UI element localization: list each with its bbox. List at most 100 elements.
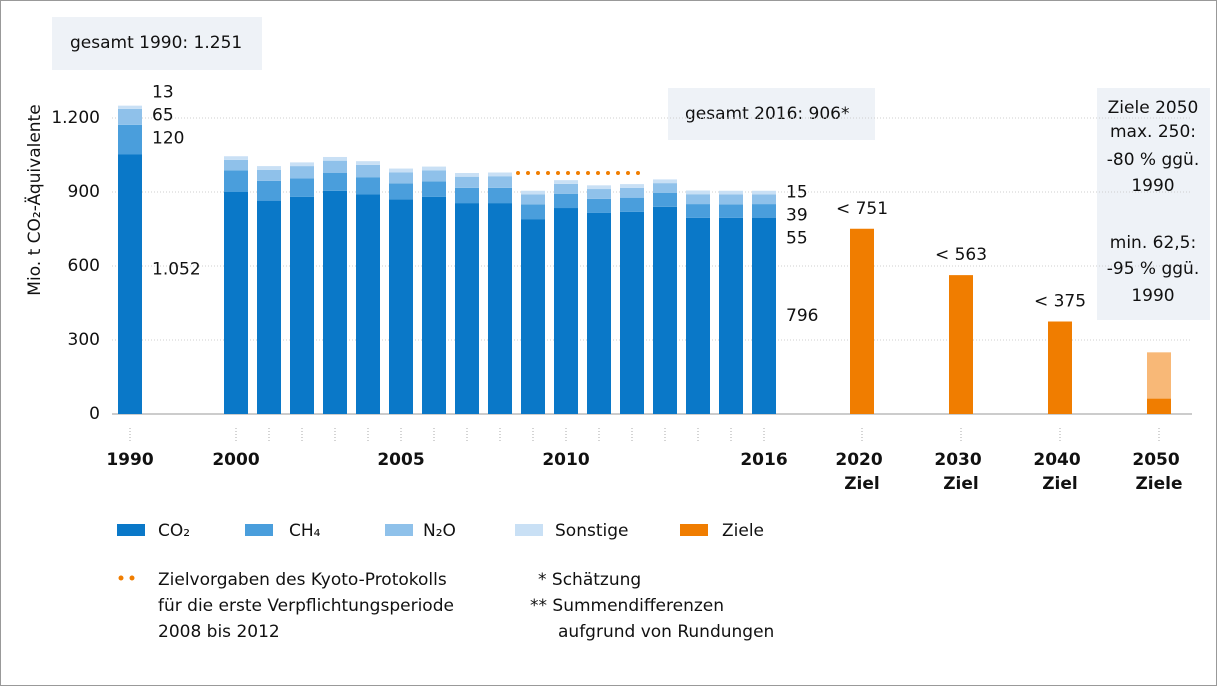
bar-segment [323,156,347,161]
bar-segment [554,180,578,184]
x-tick-label: 2020 Ziel [835,450,888,494]
bar-segment [620,187,644,198]
annotation-box [1097,88,1210,320]
legend-swatch [117,524,145,536]
bar-segment [850,228,874,414]
bar-segment [587,185,611,190]
legend-label: CH₄ [289,521,321,541]
x-tick-label: 2000 [212,450,259,470]
bar-segment [455,203,479,414]
bar-segment [356,177,380,195]
bar-segment [521,204,545,220]
x-tick-label: 1990 [106,450,153,470]
footnote: aufgrund von Rundungen [558,622,774,642]
legend-swatch [385,524,413,536]
x-tick-label: 2016 [740,450,787,470]
footnote: ** Summendifferenzen [530,596,724,616]
bar-segment [719,190,743,195]
bar-segment [521,190,545,195]
bar-segment [949,275,973,414]
bar-segment [653,179,677,184]
bar-segment [488,176,512,188]
annotation-box [52,17,262,70]
bar-segment [488,172,512,177]
bar-segment [323,190,347,414]
bar-segment [620,197,644,212]
y-axis-label: Mio. t CO₂-Äquivalente [24,104,45,295]
value-label: < 751 [836,199,888,219]
bar-segment [356,161,380,165]
bar-segment [653,192,677,207]
legend-label: Ziele [722,521,764,541]
bar-segment [224,159,248,171]
bar-segment [620,184,644,188]
legend-dot [129,575,135,581]
bar-segment [686,217,710,414]
bar-segment [686,190,710,195]
value-label: 65 [152,105,174,125]
value-label: 39 [786,206,808,226]
bar-segment [719,194,743,205]
bar-segment [488,203,512,414]
footnote: * Schätzung [538,570,641,590]
bar-segment [752,194,776,205]
value-label: 796 [786,306,818,326]
bar-segment [118,108,142,125]
annotation: -95 % ggü. [1107,259,1200,279]
bar-segment [257,169,281,181]
annotation: min. 62,5: [1110,233,1196,253]
bar-segment [752,217,776,414]
bar-segment [224,191,248,414]
bar-segment [752,190,776,195]
bar-segment [587,189,611,199]
bar-segment [719,217,743,414]
bar-segment [1147,398,1171,414]
bar-segment [554,193,578,209]
bar-segment [290,166,314,179]
annotation: gesamt 2016: 906* [685,104,850,124]
bar-segment [224,156,248,160]
value-label: 55 [786,229,808,249]
bar-segment [356,164,380,178]
bar-segment [118,105,142,109]
bar-segment [455,173,479,177]
bar-segment [290,196,314,414]
bar-segment [686,194,710,205]
bar-segment [118,124,142,155]
value-label: 13 [152,82,174,102]
value-label: < 563 [935,245,987,265]
bar-segment [554,183,578,194]
bar-segment [422,181,446,197]
bar-segment [587,212,611,414]
bar-segment [1048,321,1072,414]
legend-dot [118,575,124,581]
annotation: 1990 [1131,176,1174,196]
annotation: -80 % ggü. [1107,150,1200,170]
value-label: < 375 [1034,291,1086,311]
bar-segment [455,187,479,204]
annotation: max. 250: [1110,122,1196,142]
bar-segment [653,183,677,193]
legend-swatch [515,524,543,536]
annotation: Ziele 2050 [1108,98,1199,118]
y-tick-label: 1.200 [51,108,100,128]
bar-segment [422,196,446,414]
bar-segment [323,173,347,191]
bar-segment [1147,352,1171,399]
bar-segment [455,176,479,188]
bar-segment [389,172,413,184]
bar-segment [257,166,281,170]
bar-segment [118,154,142,414]
bar-segment [389,199,413,414]
x-tick-label: 2010 [542,450,589,470]
legend-label: CO₂ [158,521,190,541]
x-tick-label: 2030 Ziel [934,450,987,494]
bar-segment [389,183,413,200]
value-label: 1.052 [152,259,201,279]
bar-segment [587,198,611,213]
legend-label: für die erste Verpflichtungsperiode [158,596,454,616]
bar-segment [389,168,413,173]
bar-segment [686,204,710,218]
bar-segment [290,178,314,197]
